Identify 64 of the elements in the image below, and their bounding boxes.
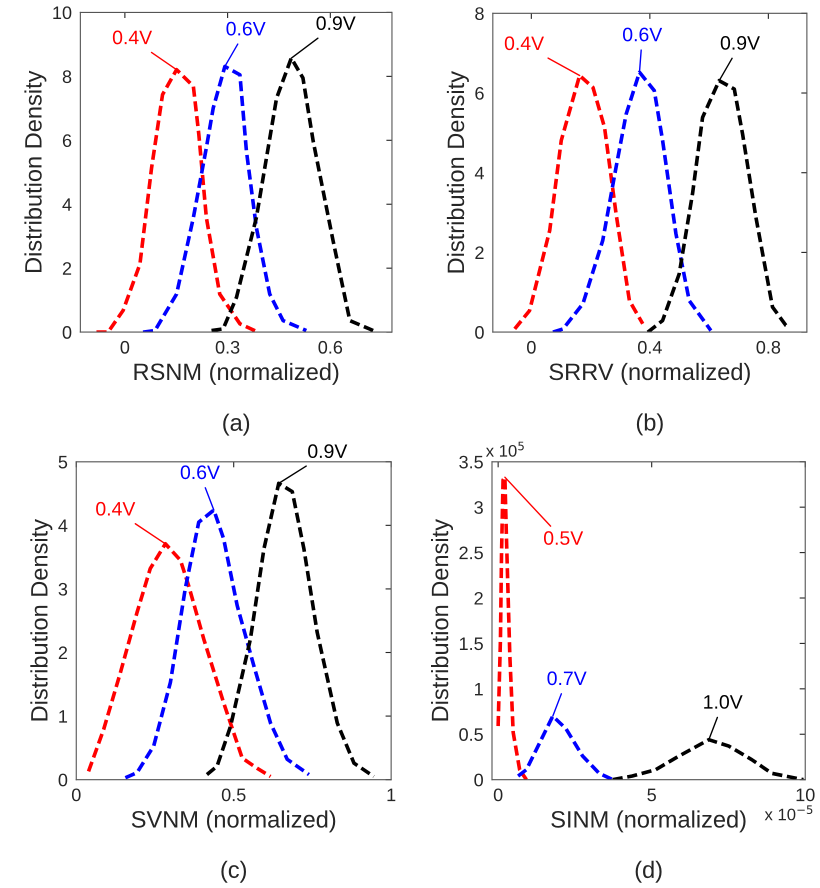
text: x 10$^{5}$ [486,442,524,457]
text: 0.4V [96,502,136,516]
y-tick-label: 0 [62,326,72,339]
y-axis-title: Distribution Density [446,71,469,272]
y-tick-label: 2 [62,262,72,275]
text: (c) [221,860,246,883]
text: x 10$^{−5}$ [764,805,812,820]
y-tick-label: 8 [62,70,72,84]
text: (a) [223,414,250,436]
series-label: 0.7V [547,671,587,686]
y-tick-label: 4 [58,519,68,532]
x-tick-label: 0.3 [216,340,240,354]
y-tick-label: 4 [474,166,484,180]
series-label: 0.6V [180,465,220,480]
series-label: 0.6V [226,22,266,36]
line-series [512,74,645,331]
x-tick-label: 5 [647,788,656,802]
y-tick-label: 1 [59,710,68,723]
x-axis-title: SINM (normalized) [551,810,746,832]
text: (b) [636,413,663,436]
y-tick-label: 2 [475,246,484,259]
x-tick-label: 0 [120,340,130,354]
y-tick-label: 5 [58,456,68,468]
x-tick-label: 0.8 [756,340,780,354]
x-tick-label: 10 [796,788,815,802]
text: (d) [636,860,662,883]
series-label: 0.9V [316,16,356,30]
y-tick-label: 0 [474,774,483,786]
x-axis-title: SRRV (normalized) [549,362,750,385]
x-tick-label: 0 [72,788,81,802]
x-tick-label: 0.5 [222,788,246,802]
y-tick-label: 3 [474,501,483,514]
x-tick-label: 0.4 [638,340,662,354]
y-tick-label: 6 [62,134,72,148]
series-label: 1.0V [704,695,743,709]
y-tick-label: 2 [58,646,68,660]
series-label: 0.9V [720,36,760,50]
y-tick-label: 3 [58,582,68,596]
y-tick-label: 1.5 [460,638,483,650]
y-axis-title: Distribution Density [30,519,52,720]
x-axis-title: SVNM (normalized) [132,810,336,832]
x-tick-label: 0.6 [318,340,342,354]
y-tick-label: 8 [475,7,484,20]
y-tick-label: 2.5 [459,546,483,560]
y-tick-label: 3.5 [459,456,483,468]
y-tick-label: 2 [474,592,483,605]
y-axis-title: Distribution Density [24,70,46,272]
y-axis-title: Distribution Density [431,519,454,720]
x-axis-title: RSNM (normalized) [134,362,338,385]
x-tick-label: 0 [527,340,536,354]
y-tick-label: 0 [475,326,484,339]
y-tick-label: 4 [62,198,72,211]
y-tick-label: 6 [475,86,484,100]
series-label: 0.5V [544,531,584,545]
series-label: 0.9V [308,444,348,458]
y-tick-label: 0.5 [459,728,483,741]
x-tick-label: 0 [494,788,502,802]
series-label: 0.6V [623,28,662,42]
series-label: 0.4V [112,30,152,44]
y-tick-label: 1 [475,682,483,696]
text: 0.4V [504,36,544,50]
x-tick-label: 1 [387,788,396,802]
y-tick-label: 10 [53,6,72,20]
y-tick-label: 0 [58,774,68,786]
